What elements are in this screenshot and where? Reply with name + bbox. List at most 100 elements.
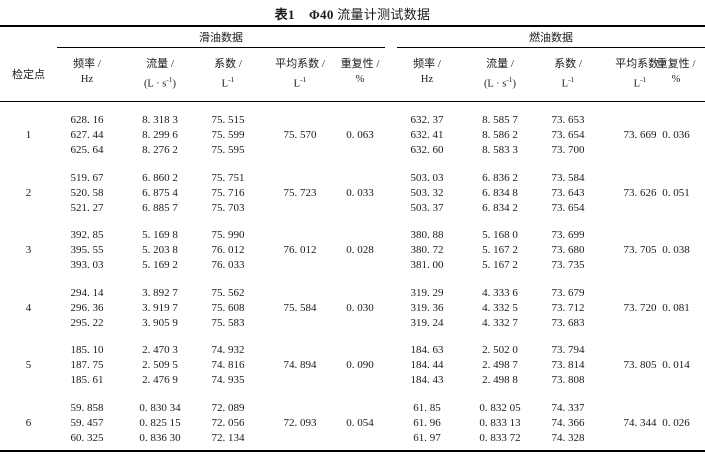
column-header-label: 重复性 /: [340, 58, 380, 70]
column-header-frequency-fuel-oil: 频率 / Hz: [381, 57, 473, 87]
cell-freq-fuel-oil: 381. 00: [410, 259, 444, 271]
cell-repeatability-lubricating-oil: 0. 028: [346, 244, 374, 256]
calibration-point-value: 5: [25, 359, 32, 371]
column-header-label: 系数 /: [214, 58, 242, 70]
cell-freq-fuel-oil: 503. 03: [410, 171, 444, 184]
cell-coef-fuel-oil: 73. 584: [551, 171, 585, 184]
column-header-frequency-lubricating-oil: 频率 / Hz: [41, 57, 133, 87]
cell-coef-lubricating-oil: 74. 816: [211, 359, 245, 371]
column-header-unit: L-1: [633, 75, 647, 90]
cell-coef-lubricating-oil: 76. 033: [211, 259, 245, 271]
column-header-label: 系数 /: [554, 58, 582, 70]
table-caption: 表1 Φ40 流量计测试数据: [0, 4, 705, 23]
cell-freq-fuel-oil: 61. 97: [413, 431, 441, 444]
caption-text: 流量计测试数据: [337, 7, 431, 22]
cell-flow-fuel-oil: 2. 498 7: [482, 359, 518, 371]
cell-mean-coefficient-fuel-oil: 73. 805: [623, 359, 657, 371]
cell-freq-lubricating-oil: 296. 36: [70, 301, 104, 314]
cell-flow-fuel-oil: 6. 834 8: [482, 186, 518, 199]
cell-freq-fuel-oil: 319. 36: [410, 301, 444, 314]
cell-flow-lubricating-oil: 0. 836 30: [139, 431, 181, 444]
cell-coef-fuel-oil: 73. 808: [551, 374, 585, 386]
cell-mean-coefficient-lubricating-oil: 76. 012: [283, 244, 317, 256]
cell-freq-lubricating-oil: 627. 44: [70, 129, 104, 141]
column-header-unit: L-1: [221, 75, 235, 90]
cell-flow-lubricating-oil: 3. 919 7: [142, 301, 178, 314]
cell-freq-fuel-oil: 632. 37: [410, 114, 444, 126]
column-header-unit: Hz: [420, 74, 434, 85]
cell-coef-fuel-oil: 73. 680: [551, 244, 585, 256]
cell-coef-fuel-oil: 73. 653: [551, 114, 585, 126]
cell-coef-fuel-oil: 74. 366: [551, 416, 585, 429]
cell-freq-fuel-oil: 380. 88: [410, 229, 444, 241]
cell-flow-lubricating-oil: 3. 892 7: [142, 286, 178, 299]
cell-coef-lubricating-oil: 74. 932: [211, 344, 245, 356]
calibration-point-value: 3: [25, 244, 32, 256]
cell-freq-fuel-oil: 503. 37: [410, 201, 444, 214]
cell-coef-fuel-oil: 73. 643: [551, 186, 585, 199]
cell-coef-fuel-oil: 73. 700: [551, 144, 585, 156]
column-header-unit: (L · s-1): [483, 75, 517, 90]
cell-coef-fuel-oil: 73. 699: [551, 229, 585, 241]
rule-group-right: [397, 47, 705, 48]
calibration-point-value: 2: [25, 186, 32, 199]
cell-flow-lubricating-oil: 2. 476 9: [142, 374, 178, 386]
cell-mean-coefficient-lubricating-oil: 75. 570: [283, 129, 317, 141]
cell-repeatability-fuel-oil: 0. 026: [662, 416, 690, 429]
cell-freq-lubricating-oil: 185. 61: [70, 374, 104, 386]
cell-coef-lubricating-oil: 72. 134: [211, 431, 245, 444]
cell-flow-fuel-oil: 8. 583 3: [482, 144, 518, 156]
cell-freq-lubricating-oil: 295. 22: [70, 316, 104, 329]
cell-freq-fuel-oil: 61. 96: [413, 416, 441, 429]
cell-coef-lubricating-oil: 75. 716: [211, 186, 245, 199]
cell-repeatability-fuel-oil: 0. 036: [662, 129, 690, 141]
calibration-point-value: 6: [25, 416, 32, 429]
cell-flow-fuel-oil: 0. 833 13: [479, 416, 521, 429]
group-header-lubricating-oil: 滑油数据: [199, 32, 243, 44]
cell-coef-fuel-oil: 73. 712: [551, 301, 585, 314]
cell-coef-fuel-oil: 73. 679: [551, 286, 585, 299]
cell-repeatability-lubricating-oil: 0. 063: [346, 129, 374, 141]
cell-freq-fuel-oil: 503. 32: [410, 186, 444, 199]
cell-coef-lubricating-oil: 75. 515: [211, 114, 245, 126]
rule-top: [0, 25, 705, 27]
cell-coef-fuel-oil: 73. 683: [551, 316, 585, 329]
cell-flow-fuel-oil: 5. 167 2: [482, 244, 518, 256]
cell-coef-fuel-oil: 74. 328: [551, 431, 585, 444]
cell-repeatability-fuel-oil: 0. 081: [662, 301, 690, 314]
cell-flow-lubricating-oil: 6. 885 7: [142, 201, 178, 214]
cell-flow-lubricating-oil: 0. 825 15: [139, 416, 181, 429]
cell-flow-lubricating-oil: 5. 169 8: [142, 229, 178, 241]
cell-flow-lubricating-oil: 3. 905 9: [142, 316, 178, 329]
cell-repeatability-lubricating-oil: 0. 033: [346, 186, 374, 199]
cell-flow-fuel-oil: 5. 167 2: [482, 259, 518, 271]
cell-flow-fuel-oil: 2. 498 8: [482, 374, 518, 386]
cell-coef-lubricating-oil: 72. 089: [211, 401, 245, 414]
cell-repeatability-lubricating-oil: 0. 054: [346, 416, 374, 429]
cell-flow-lubricating-oil: 8. 318 3: [142, 114, 178, 126]
cell-coef-fuel-oil: 74. 337: [551, 401, 585, 414]
column-header-label: 重复性 /: [656, 58, 696, 70]
cell-freq-fuel-oil: 61. 85: [413, 401, 441, 414]
cell-flow-lubricating-oil: 6. 875 4: [142, 186, 178, 199]
rule-bottom: [0, 450, 705, 452]
cell-coef-fuel-oil: 73. 735: [551, 259, 585, 271]
cell-freq-fuel-oil: 319. 24: [410, 316, 444, 329]
caption-label: 表1: [274, 7, 295, 22]
cell-coef-fuel-oil: 73. 654: [551, 201, 585, 214]
cell-mean-coefficient-fuel-oil: 73. 705: [623, 244, 657, 256]
cell-freq-lubricating-oil: 294. 14: [70, 286, 104, 299]
cell-freq-fuel-oil: 380. 72: [410, 244, 444, 256]
cell-flow-fuel-oil: 4. 332 5: [482, 301, 518, 314]
cell-freq-lubricating-oil: 519. 67: [70, 171, 104, 184]
cell-flow-lubricating-oil: 2. 509 5: [142, 359, 178, 371]
column-header-unit: (L · s-1): [143, 75, 177, 90]
column-header-unit: %: [671, 74, 681, 85]
cell-coef-fuel-oil: 73. 654: [551, 129, 585, 141]
cell-freq-fuel-oil: 632. 41: [410, 129, 444, 141]
group-header-fuel-oil: 燃油数据: [529, 32, 573, 44]
column-header-coefficient-lubricating-oil: 系数 / L-1: [182, 57, 274, 92]
cell-flow-fuel-oil: 6. 834 2: [482, 201, 518, 214]
cell-coef-lubricating-oil: 75. 751: [211, 171, 245, 184]
